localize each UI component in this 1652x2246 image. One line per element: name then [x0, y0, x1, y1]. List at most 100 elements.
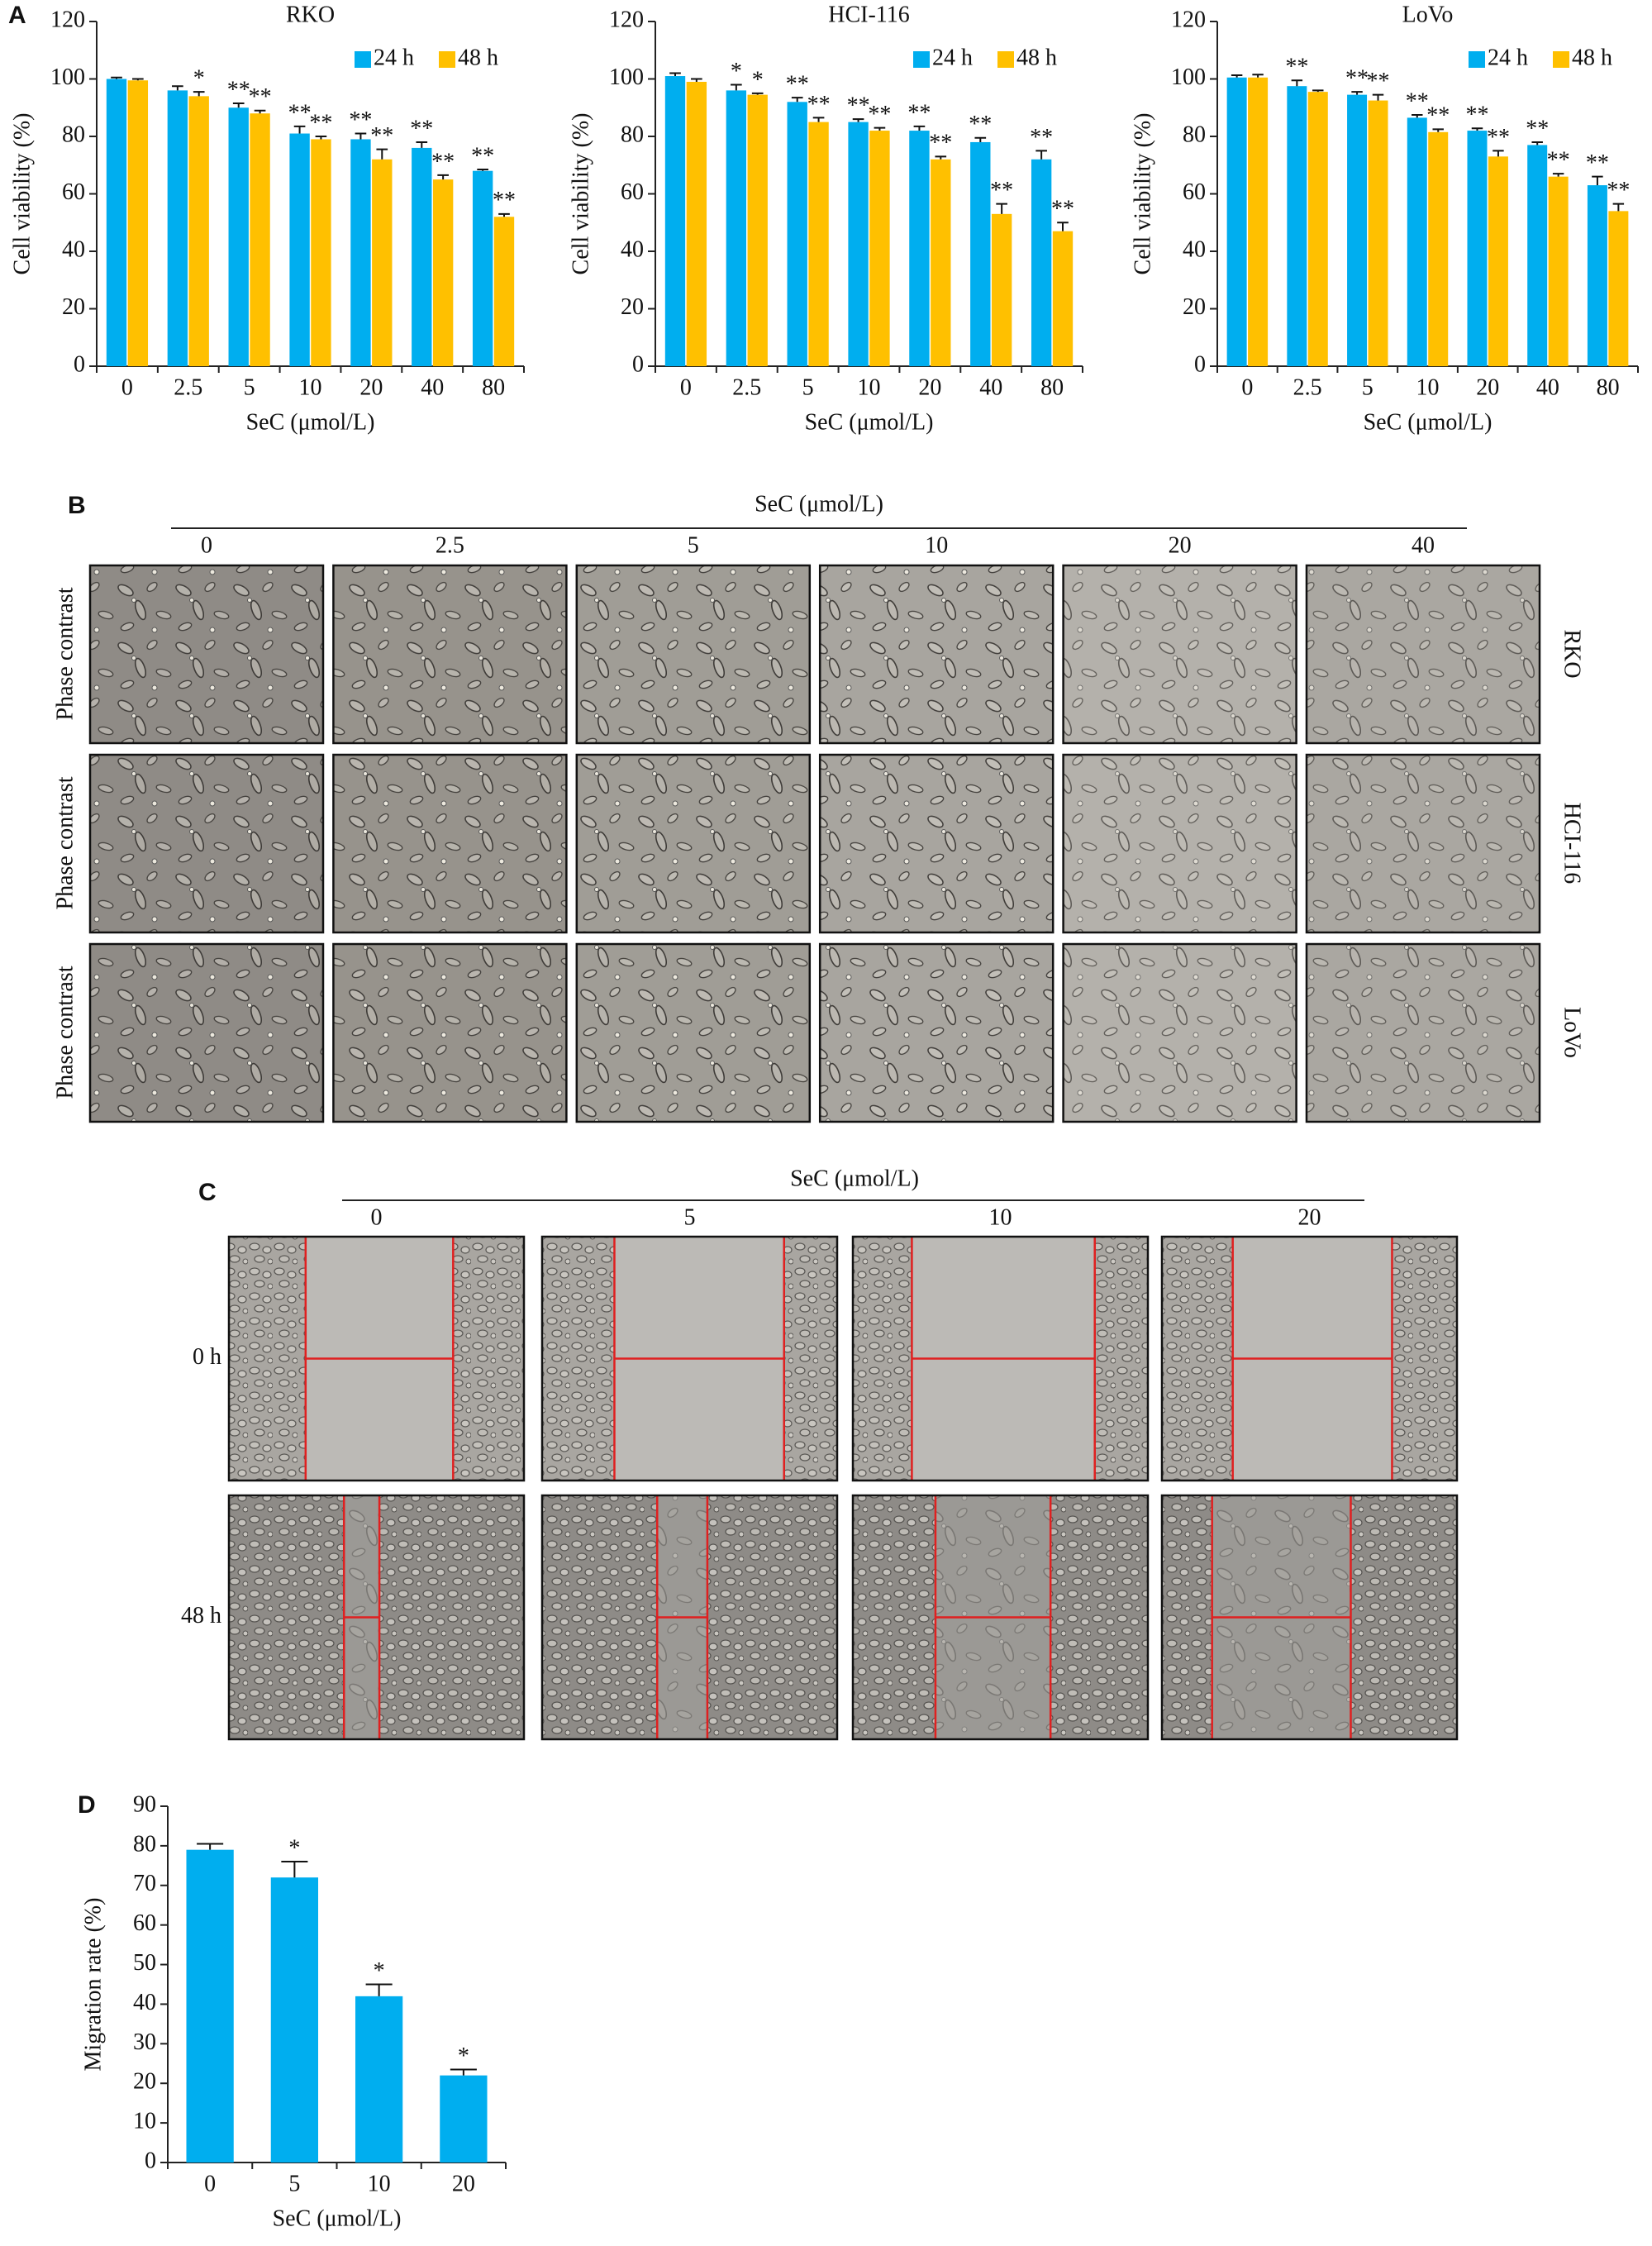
- bar: [747, 94, 768, 367]
- micrograph-frame: [818, 942, 1055, 1123]
- micrograph-texture: [1307, 755, 1540, 932]
- bar: [1467, 131, 1488, 367]
- wound-edge: [1231, 1237, 1393, 1481]
- error-bar: [935, 155, 947, 160]
- bar: [1052, 231, 1074, 366]
- significance-mark: **: [1345, 66, 1369, 92]
- x-tick-label: 2.5: [732, 374, 761, 400]
- error-bar: [1057, 222, 1069, 231]
- bar: [372, 159, 393, 366]
- y-tick-label: 40: [133, 1990, 156, 2015]
- error-bar: [132, 78, 144, 81]
- x-axis-label: SeC (μmol/L): [273, 2205, 402, 2231]
- wound-frame: [1160, 1235, 1459, 1482]
- significance-mark: **: [249, 84, 272, 110]
- significance-mark: **: [309, 110, 332, 136]
- error-bar: [197, 1843, 224, 1850]
- bar: [440, 2075, 488, 2163]
- significance-mark: **: [868, 102, 891, 127]
- micrograph-frame: [1305, 942, 1541, 1123]
- error-bar: [1531, 141, 1543, 145]
- micrograph-texture: [1307, 944, 1540, 1122]
- error-bar: [1035, 150, 1047, 160]
- significance-mark: **: [1586, 150, 1609, 176]
- y-tick-label: 40: [62, 236, 85, 262]
- column-label: 40: [1412, 532, 1435, 558]
- y-tick-label: 0: [145, 2148, 156, 2173]
- error-bar: [791, 97, 803, 103]
- micrograph-frame: [88, 942, 325, 1123]
- bar: [289, 133, 310, 366]
- x-axis-label: SeC (μmol/L): [1364, 409, 1493, 435]
- bar: [311, 139, 331, 366]
- significance-mark: **: [1526, 116, 1549, 141]
- significance-mark: **: [1367, 69, 1390, 94]
- micrograph-frame: [1062, 564, 1297, 745]
- column-label: 10: [925, 532, 948, 558]
- x-axis-label: SeC (μmol/L): [805, 409, 934, 435]
- bar: [1368, 100, 1388, 366]
- x-tick-label: 10: [858, 374, 881, 400]
- bar: [350, 139, 371, 366]
- y-tick-label: 30: [133, 2029, 156, 2055]
- bar: [1031, 159, 1052, 366]
- wound-frame: [851, 1235, 1150, 1482]
- significance-mark: **: [410, 116, 433, 141]
- bar: [1527, 145, 1548, 367]
- micrograph-frame: [1062, 942, 1297, 1123]
- micrograph-texture: [1307, 565, 1540, 743]
- x-tick-label: 0: [121, 374, 133, 400]
- y-tick-label: 20: [62, 294, 85, 320]
- error-bar: [281, 1861, 308, 1878]
- bar: [493, 217, 515, 366]
- significance-mark: **: [370, 123, 393, 149]
- error-bar: [193, 91, 205, 97]
- significance-mark: **: [493, 188, 516, 213]
- significance-mark: **: [1285, 55, 1308, 80]
- error-bar: [1432, 128, 1444, 132]
- legend-label: 48 h: [458, 45, 498, 70]
- error-bar: [293, 125, 306, 134]
- error-bar: [1372, 93, 1384, 101]
- panel-label: D: [78, 1791, 96, 1819]
- row-label: Phase contrast: [52, 966, 78, 1099]
- y-axis-label: Cell viability (%): [1130, 113, 1155, 275]
- y-tick-label: 10: [133, 2109, 156, 2134]
- column-label: 0: [201, 532, 212, 558]
- column-label: 20: [1169, 532, 1192, 558]
- x-tick-label: 5: [288, 2171, 300, 2196]
- bar: [1587, 185, 1607, 366]
- significance-mark: **: [471, 143, 494, 169]
- error-bar: [1252, 74, 1264, 78]
- y-tick-label: 80: [133, 1831, 156, 1857]
- micrograph-texture: [820, 565, 1054, 743]
- panel-label: A: [8, 2, 26, 29]
- row-label: 0 h: [193, 1344, 221, 1370]
- x-tick-label: 20: [452, 2171, 475, 2196]
- bar: [186, 1849, 234, 2163]
- bar: [970, 141, 991, 366]
- y-tick-label: 50: [133, 1950, 156, 1976]
- x-tick-label: 0: [680, 374, 692, 400]
- significance-mark: **: [1465, 103, 1488, 128]
- legend-label: 24 h: [374, 45, 414, 70]
- micrograph-frame: [575, 564, 812, 745]
- bar: [270, 1877, 319, 2163]
- error-bar: [812, 117, 825, 122]
- panel-label: B: [68, 492, 86, 519]
- x-tick-label: 10: [1416, 374, 1440, 400]
- significance-mark: **: [1406, 88, 1429, 114]
- micrograph-frame: [575, 942, 812, 1123]
- micrograph-frame: [332, 753, 568, 934]
- micrograph-frame: [88, 564, 325, 745]
- x-tick-label: 80: [482, 374, 505, 400]
- bar: [1488, 156, 1508, 366]
- bar: [1407, 117, 1427, 366]
- column-label: 5: [688, 532, 699, 558]
- legend-swatch: [997, 51, 1014, 68]
- column-label: 0: [371, 1204, 383, 1230]
- x-tick-label: 0: [204, 2171, 216, 2196]
- significance-mark: **: [288, 100, 312, 126]
- bar: [931, 159, 951, 366]
- bar: [909, 131, 930, 367]
